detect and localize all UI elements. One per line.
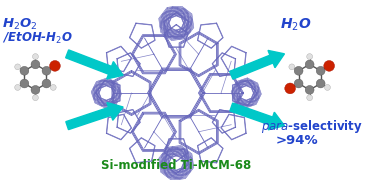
Text: >94%: >94% bbox=[275, 134, 318, 147]
Text: H$_2$O$_2$: H$_2$O$_2$ bbox=[2, 17, 38, 32]
Circle shape bbox=[316, 66, 325, 75]
Circle shape bbox=[305, 60, 314, 69]
Circle shape bbox=[294, 66, 303, 75]
Circle shape bbox=[20, 66, 29, 75]
FancyArrow shape bbox=[66, 50, 123, 79]
Circle shape bbox=[33, 54, 39, 60]
Circle shape bbox=[324, 60, 335, 71]
Circle shape bbox=[42, 66, 51, 75]
Circle shape bbox=[316, 79, 325, 88]
Circle shape bbox=[31, 60, 40, 69]
Circle shape bbox=[42, 79, 51, 88]
FancyArrow shape bbox=[230, 50, 285, 79]
Text: H$_2$O: H$_2$O bbox=[280, 17, 311, 33]
FancyArrow shape bbox=[230, 103, 285, 130]
Circle shape bbox=[305, 86, 314, 94]
Circle shape bbox=[307, 95, 313, 101]
Circle shape bbox=[307, 54, 313, 60]
Circle shape bbox=[15, 64, 20, 70]
Circle shape bbox=[294, 79, 303, 88]
Text: Si-modified Ti-MCM-68: Si-modified Ti-MCM-68 bbox=[101, 159, 251, 172]
Circle shape bbox=[285, 83, 296, 94]
Circle shape bbox=[50, 60, 60, 71]
Text: /EtOH-H$_2$O: /EtOH-H$_2$O bbox=[2, 31, 73, 46]
Circle shape bbox=[20, 79, 29, 88]
Circle shape bbox=[31, 86, 40, 94]
Text: $\it{para}$-selectivity: $\it{para}$-selectivity bbox=[261, 118, 363, 135]
Circle shape bbox=[50, 84, 56, 90]
Circle shape bbox=[33, 95, 39, 101]
Circle shape bbox=[15, 84, 20, 90]
Circle shape bbox=[325, 84, 330, 90]
FancyArrow shape bbox=[66, 102, 123, 130]
Circle shape bbox=[289, 64, 295, 70]
